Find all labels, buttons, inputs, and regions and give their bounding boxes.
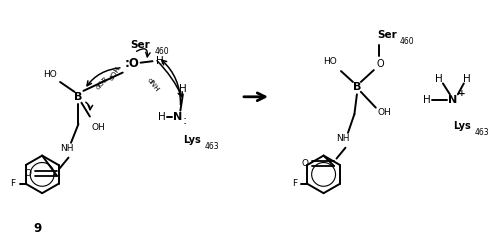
Text: Ser: Ser [377, 30, 396, 41]
Text: B: B [352, 82, 361, 92]
Text: N: N [174, 112, 182, 122]
Text: 463: 463 [204, 142, 219, 151]
Text: H: H [423, 95, 431, 105]
Text: 460: 460 [400, 37, 414, 46]
Text: HO: HO [43, 70, 57, 79]
Text: B: B [74, 92, 82, 102]
Text: F: F [10, 179, 16, 188]
Text: H: H [435, 74, 443, 84]
Text: +: + [458, 89, 466, 98]
Text: H: H [156, 56, 164, 66]
Text: 463: 463 [474, 128, 489, 137]
Text: H: H [179, 84, 187, 94]
Text: Lys: Lys [183, 135, 200, 145]
Text: dOB: dOB [94, 76, 109, 91]
Text: dNH: dNH [146, 77, 160, 93]
Text: HO: HO [322, 57, 336, 66]
Text: :: : [182, 114, 187, 127]
Text: N: N [448, 95, 458, 105]
Text: O: O [24, 169, 31, 178]
Text: H: H [463, 74, 470, 84]
Text: OH: OH [378, 108, 392, 117]
Text: O: O [376, 59, 384, 69]
Text: Lys: Lys [453, 121, 470, 131]
Text: Ser: Ser [130, 40, 150, 50]
Text: F: F [292, 179, 297, 188]
Text: NH: NH [60, 144, 74, 153]
Text: dOH: dOH [108, 65, 122, 82]
Text: 9: 9 [33, 222, 42, 235]
Text: 460: 460 [154, 47, 169, 56]
Text: H: H [158, 112, 166, 122]
Text: O: O [301, 159, 308, 168]
Text: :O: :O [124, 57, 139, 70]
Text: NH: NH [336, 134, 349, 143]
Text: OH: OH [92, 123, 105, 132]
